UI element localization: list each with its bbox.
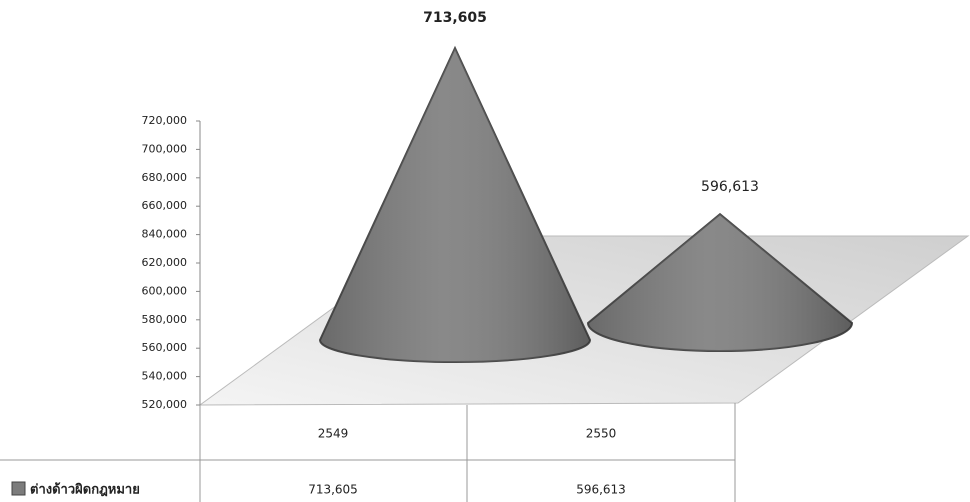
y-tick-label: 700,000 [142,142,188,155]
cone-shade [588,214,852,351]
y-tick-label: 520,000 [142,398,188,411]
legend-key [11,481,26,496]
y-tick-label: 720,000 [142,114,188,127]
x-tick-label: 2550 [586,427,617,441]
y-tick-label: 560,000 [142,341,188,354]
table-value: 713,605 [308,483,358,497]
data-table [0,403,736,502]
y-tick-label: 840,000 [142,228,188,241]
y-tick-label: 660,000 [142,199,188,212]
y-tick-label: 620,000 [142,256,188,269]
data-label: 596,613 [701,179,759,195]
cone-shade [320,48,590,362]
y-tick-label: 680,000 [142,171,188,184]
x-tick-label: 2549 [318,427,349,441]
y-tick-label: 600,000 [142,284,188,297]
y-tick-label: 580,000 [142,313,188,326]
floor [198,235,970,406]
y-tick-label: 540,000 [142,370,188,383]
data-label: 713,605 [423,10,487,26]
legend-label: ต่างด้าวผิดกฎหมาย [30,482,140,498]
table-value: 596,613 [576,483,626,497]
